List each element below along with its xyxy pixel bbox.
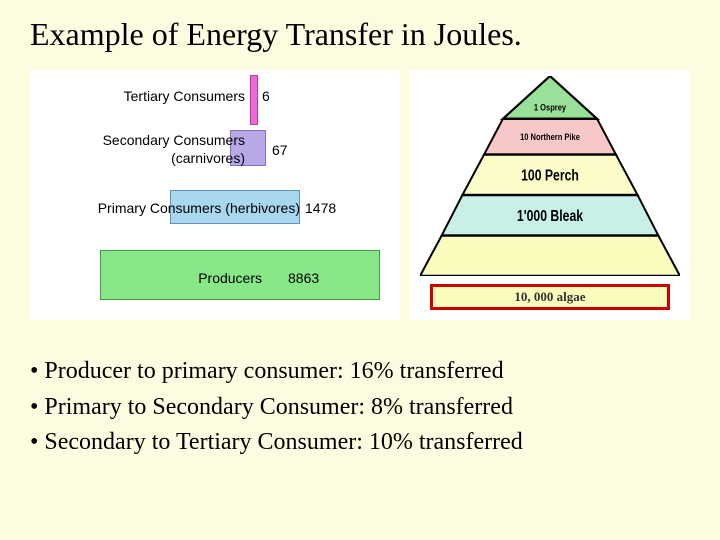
bar-label-1: Secondary Consumers (30, 132, 245, 148)
pyramid-panel: 1 Osprey 10 Northern Pike 100 Perch 1'000 B… (410, 70, 690, 320)
bar-value-1: 67 (272, 142, 288, 158)
pyramid-label-0: 1 Osprey (534, 101, 566, 112)
bar-value-2: 1478 (305, 200, 336, 216)
energy-pyramid: 1 Osprey 10 Northern Pike 100 Perch 1'000 B… (420, 76, 680, 276)
bar-0 (250, 75, 258, 125)
bar-sublabel-1: (carnivores) (30, 150, 245, 166)
pyramid-label-1: 10 Northern Pike (520, 131, 580, 142)
bullet-0: Producer to primary consumer: 16% transf… (30, 355, 690, 389)
bar-label-0: Tertiary Consumers (30, 88, 245, 104)
bullet-1: Primary to Secondary Consumer: 8% transf… (30, 391, 690, 425)
pyramid-layer-4 (420, 236, 680, 276)
bullet-list: Producer to primary consumer: 16% transf… (30, 355, 690, 462)
page-title: Example of Energy Transfer in Joules. (30, 16, 522, 53)
energy-bar-chart: Tertiary Consumers 6 Secondary Consumers (c… (30, 70, 400, 320)
pyramid-label-2: 100 Perch (521, 166, 579, 184)
bar-value-0: 6 (262, 88, 270, 104)
pyramid-base-label: 10, 000 algae (430, 284, 670, 310)
pyramid-label-3: 1'000 Bleak (517, 206, 583, 224)
bullet-2: Secondary to Tertiary Consumer: 10% tran… (30, 426, 690, 460)
bar-value-3: 8863 (288, 270, 319, 286)
bar-label-3: Producers (30, 270, 262, 286)
bar-label-2: Primary Consumers (herbivores) (30, 200, 300, 216)
